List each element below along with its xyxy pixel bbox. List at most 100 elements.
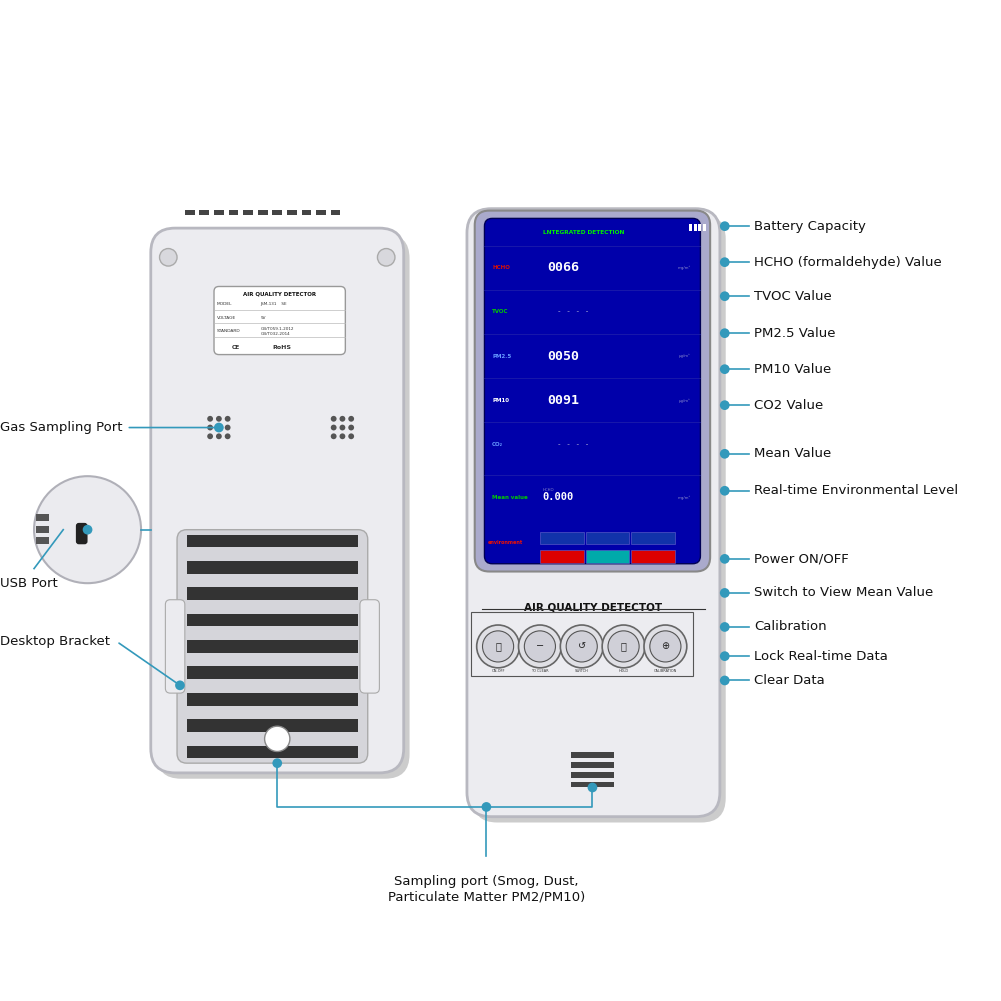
Circle shape [224,433,230,439]
Text: PM2.5: PM2.5 [492,353,512,358]
Circle shape [339,415,345,421]
Bar [214,209,224,215]
Circle shape [720,291,730,301]
Circle shape [207,433,213,439]
Circle shape [519,625,562,668]
Text: mg/m³: mg/m³ [678,495,691,499]
Circle shape [377,248,395,266]
Text: Desktop Bracket: Desktop Bracket [0,635,110,648]
Circle shape [224,415,230,421]
Bar [243,209,253,215]
Bar [185,209,194,215]
Text: −: − [536,642,544,652]
Text: PM10: PM10 [492,397,510,402]
Bar [187,720,358,732]
Text: MODEL: MODEL [217,302,232,306]
Circle shape [720,257,730,267]
Text: ↺: ↺ [578,642,586,652]
Bar [199,209,209,215]
Text: 0050: 0050 [548,349,580,362]
Bar [540,532,584,545]
FancyBboxPatch shape [156,234,409,779]
Text: - - - -: - - - - [558,440,590,448]
Text: ⏻: ⏻ [495,642,502,652]
FancyBboxPatch shape [474,210,710,572]
Text: AIR QUALITY DETECTOR: AIR QUALITY DETECTOR [243,291,316,296]
Bar [540,551,584,563]
Bar [571,753,614,759]
Circle shape [339,433,345,439]
Bar [571,782,614,788]
Bar [301,209,311,215]
Circle shape [720,328,730,338]
Circle shape [272,759,282,768]
Circle shape [216,424,222,430]
Text: TVOC Value: TVOC Value [754,289,832,302]
Text: CALIBRATION: CALIBRATION [654,669,677,673]
Bar [187,588,358,600]
Text: μg/m³: μg/m³ [679,398,691,402]
Circle shape [720,221,730,231]
Circle shape [339,424,345,430]
Bar [704,224,707,231]
Text: Battery Capacity: Battery Capacity [754,219,866,232]
Bar [187,561,358,574]
Bar [187,693,358,706]
Text: ON-OFF: ON-OFF [491,669,505,673]
Bar [287,209,296,215]
FancyBboxPatch shape [76,523,87,545]
Circle shape [720,364,730,374]
Circle shape [216,433,222,439]
Circle shape [720,400,730,410]
Text: Mean value: Mean value [492,494,528,499]
Bar [36,526,49,533]
Circle shape [207,424,213,430]
Text: LNTEGRATED DETECTION: LNTEGRATED DETECTION [544,230,625,235]
Text: 5V: 5V [260,315,266,319]
Circle shape [588,783,598,793]
Bar [187,667,358,679]
Text: AIR QUALITY DETECTOT: AIR QUALITY DETECTOT [525,603,663,613]
Circle shape [476,625,520,668]
Bar [571,772,614,778]
Circle shape [720,554,730,564]
Bar [187,640,358,653]
Circle shape [561,625,604,668]
Bar [258,209,267,215]
Bar [228,209,238,215]
Bar [694,224,697,231]
Text: VOLTAGE: VOLTAGE [217,315,236,319]
Circle shape [264,726,290,752]
Bar [187,746,358,759]
FancyBboxPatch shape [214,286,345,354]
Circle shape [525,631,556,662]
Circle shape [650,631,681,662]
Text: TVOC: TVOC [492,309,509,314]
Bar [330,209,340,215]
Bar [632,551,675,563]
Text: Sampling port (Smog, Dust,
Particulate Matter PM2/PM10): Sampling port (Smog, Dust, Particulate M… [387,875,585,903]
Text: 0.000: 0.000 [543,492,574,503]
Circle shape [720,485,730,495]
Circle shape [330,424,336,430]
Bar [187,614,358,627]
Text: 🔒: 🔒 [621,642,627,652]
Circle shape [330,415,336,421]
Text: CE: CE [231,345,239,350]
Circle shape [603,625,645,668]
Circle shape [720,652,730,661]
Text: environment: environment [487,540,523,545]
Text: CO2 Value: CO2 Value [754,398,823,411]
Circle shape [720,676,730,686]
Text: Real-time Environmental Level: Real-time Environmental Level [754,484,958,497]
Text: HCHO: HCHO [492,265,511,270]
Bar [586,551,630,563]
Text: Calibration: Calibration [754,621,827,634]
Text: JSM-131    SE: JSM-131 SE [260,302,287,306]
Text: HCHO (formaldehyde) Value: HCHO (formaldehyde) Value [754,255,942,268]
Circle shape [567,631,598,662]
Circle shape [720,622,730,632]
Circle shape [348,415,354,421]
FancyBboxPatch shape [151,228,403,773]
FancyBboxPatch shape [165,600,185,693]
